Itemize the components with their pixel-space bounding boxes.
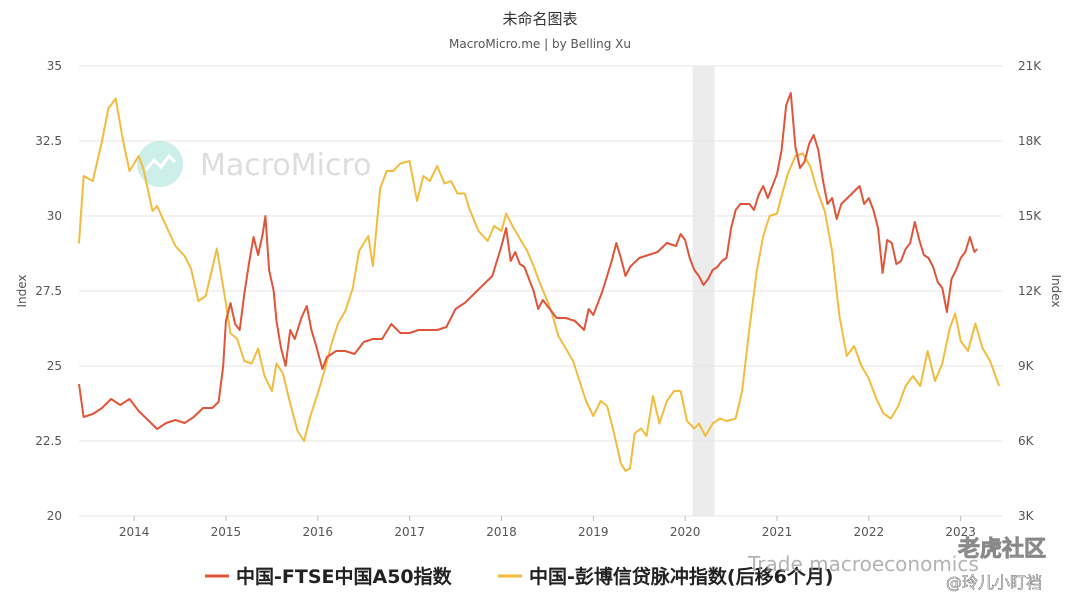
left-axis-ticks: 20 22.5 25 27.5 30 32.5 35 [35, 59, 62, 523]
left-tick-label: 27.5 [35, 284, 62, 298]
watermark-circle-icon [137, 141, 183, 187]
right-tick-label: 3K [1018, 509, 1035, 523]
x-tick-label: 2015 [211, 525, 242, 539]
x-tick-label: 2020 [670, 525, 701, 539]
left-tick-label: 20 [47, 509, 62, 523]
right-tick-label: 6K [1018, 434, 1035, 448]
x-tick-label: 2023 [945, 525, 976, 539]
right-tick-label: 15K [1018, 209, 1042, 223]
right-axis-ticks: 3K 6K 9K 12K 15K 18K 21K [1018, 59, 1042, 523]
series-line-credit-impulse [78, 97, 1001, 472]
x-axis-ticks: 2014 2015 2016 2017 2018 2019 2020 2021 2022 2023 [119, 516, 976, 539]
right-tick-label: 21K [1018, 59, 1042, 73]
right-tick-label: 18K [1018, 134, 1042, 148]
author-handle: @玲儿小盯裆 [946, 573, 1042, 592]
left-axis-label: Index [15, 274, 29, 307]
chart-title: 未命名图表 [502, 10, 577, 28]
x-tick-label: 2022 [854, 525, 885, 539]
x-tick-label: 2021 [762, 525, 793, 539]
left-tick-label: 22.5 [35, 434, 62, 448]
source-watermark: Trade macroeconomics [747, 552, 979, 576]
right-tick-label: 12K [1018, 284, 1042, 298]
x-tick-label: 2018 [486, 525, 517, 539]
watermark-trend-icon [144, 153, 177, 171]
x-tick-label: 2014 [119, 525, 150, 539]
left-tick-label: 30 [47, 209, 62, 223]
series-line-ftse-a50 [78, 92, 978, 430]
legend: 中国-FTSE中国A50指数 中国-彭博信贷脉冲指数(后移6个月) [205, 565, 833, 588]
x-tick-label: 2019 [578, 525, 609, 539]
left-tick-label: 32.5 [35, 134, 62, 148]
grid-lines [79, 65, 1002, 517]
x-tick-label: 2017 [394, 525, 425, 539]
left-tick-label: 25 [47, 359, 62, 373]
left-tick-label: 35 [47, 59, 62, 73]
legend-label-credit[interactable]: 中国-彭博信贷脉冲指数(后移6个月) [529, 565, 833, 588]
watermark-logo: MacroMicro [137, 141, 372, 187]
legend-label-ftse[interactable]: 中国-FTSE中国A50指数 [236, 565, 453, 588]
right-axis-label: Index [1049, 274, 1063, 307]
chart-subtitle: MacroMicro.me | by Belling Xu [449, 37, 631, 51]
brand-watermark: 老虎社区 [957, 536, 1046, 562]
x-tick-label: 2016 [303, 525, 334, 539]
right-tick-label: 9K [1018, 359, 1035, 373]
watermark-text: MacroMicro [200, 148, 372, 183]
